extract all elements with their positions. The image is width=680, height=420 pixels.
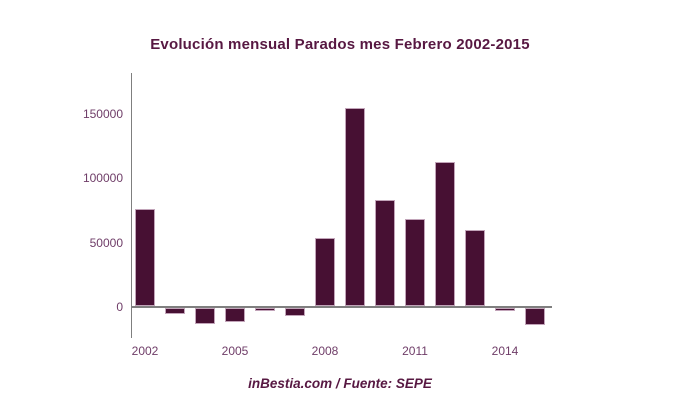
bar-2009 [345, 108, 365, 306]
bar-2002 [135, 209, 155, 306]
bar-2005 [225, 308, 245, 322]
bar-2010 [375, 200, 395, 306]
bar-2012 [435, 162, 455, 306]
x-tick-label: 2008 [311, 344, 339, 358]
y-tick-label: 0 [116, 300, 123, 314]
bar-2008 [315, 238, 335, 306]
bar-2011 [405, 219, 425, 306]
bar-2013 [465, 230, 485, 306]
chart-title: Evolución mensual Parados mes Febrero 20… [150, 36, 530, 53]
y-tick-label: 150000 [82, 107, 123, 121]
source-caption: inBestia.com / Fuente: SEPE [248, 376, 432, 391]
bar-2003 [165, 308, 185, 314]
bar-2004 [195, 308, 215, 324]
x-tick-label: 2011 [402, 344, 428, 358]
y-tick-label: 100000 [82, 171, 123, 186]
x-axis-line [131, 306, 552, 308]
y-tick-label: 50000 [89, 235, 123, 250]
bar-2014 [495, 308, 515, 311]
bar-2007 [285, 308, 305, 316]
x-tick-label: 2005 [221, 344, 249, 358]
x-tick-label: 2002 [131, 344, 159, 358]
bar-2015 [525, 308, 545, 325]
y-axis-line [131, 73, 132, 338]
x-tick-label: 2014 [491, 344, 519, 358]
bar-2006 [255, 308, 275, 311]
